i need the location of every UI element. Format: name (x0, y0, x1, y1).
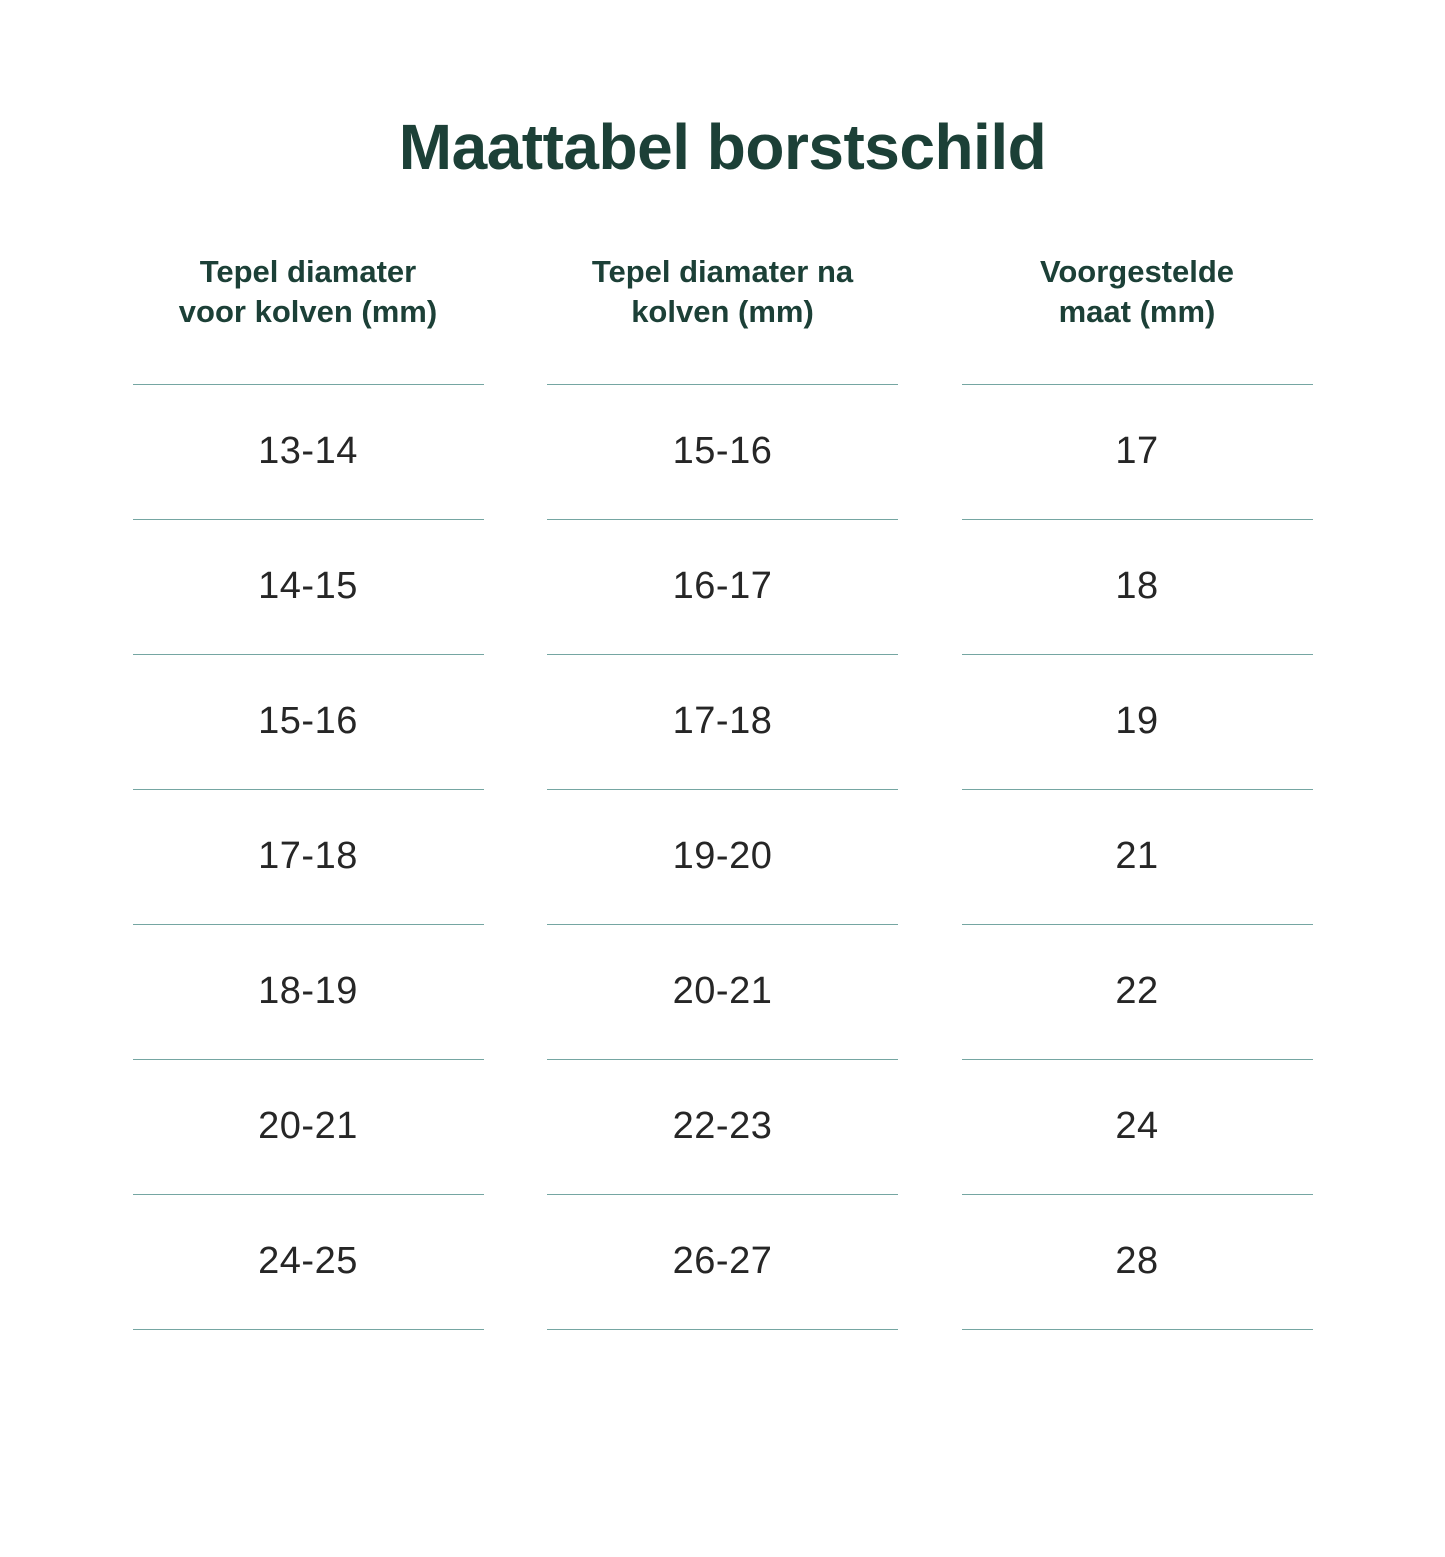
table-cell: 22 (961, 925, 1313, 1060)
table-cell: 14-15 (132, 520, 484, 655)
column-header-line: kolven (mm) (631, 293, 814, 329)
table-cell: 16-17 (547, 520, 898, 655)
table-cell: 17 (961, 385, 1313, 520)
table-cell: 20-21 (547, 925, 898, 1060)
table-cell: 22-23 (547, 1060, 898, 1195)
column-header-line: Tepel diamater na (591, 253, 854, 289)
column-header: Voorgestelde maat (mm) (962, 252, 1313, 332)
table-column-3: Voorgestelde maat (mm) 17 18 19 21 22 24 28 (961, 252, 1313, 1330)
column-header-line: Voorgestelde (1039, 253, 1235, 289)
table-cell: 18-19 (132, 925, 484, 1060)
column-rows: 15-16 16-17 17-18 19-20 20-21 22-23 26-27 (547, 383, 898, 1330)
table-cell: 15-16 (132, 655, 484, 790)
column-rows: 13-14 14-15 15-16 17-18 18-19 20-21 24-25 (132, 383, 484, 1330)
table-cell: 17-18 (132, 790, 484, 925)
column-header: Tepel diamater na kolven (mm) (547, 252, 898, 332)
table-cell: 18 (961, 520, 1313, 655)
table-cell: 26-27 (547, 1195, 898, 1330)
column-header-line: maat (mm) (1058, 293, 1216, 329)
table-column-2: Tepel diamater na kolven (mm) 15-16 16-17 17… (547, 252, 898, 1330)
column-rows: 17 18 19 21 22 24 28 (961, 383, 1313, 1330)
table-cell: 24 (961, 1060, 1313, 1195)
column-header-line: voor kolven (mm) (178, 293, 438, 329)
table-cell: 17-18 (547, 655, 898, 790)
column-header: Tepel diamater voor kolven (mm) (133, 252, 484, 332)
size-table: Tepel diamater voor kolven (mm) 13-14 14-15… (132, 252, 1313, 1330)
table-cell: 28 (961, 1195, 1313, 1330)
table-cell: 21 (961, 790, 1313, 925)
table-column-1: Tepel diamater voor kolven (mm) 13-14 14-15… (132, 252, 484, 1330)
table-cell: 24-25 (132, 1195, 484, 1330)
table-cell: 20-21 (132, 1060, 484, 1195)
table-cell: 19 (961, 655, 1313, 790)
table-cell: 15-16 (547, 385, 898, 520)
column-header-line: Tepel diamater (199, 253, 417, 289)
table-cell: 13-14 (132, 385, 484, 520)
page-title: Maattabel borstschild (398, 111, 1047, 183)
table-cell: 19-20 (547, 790, 898, 925)
